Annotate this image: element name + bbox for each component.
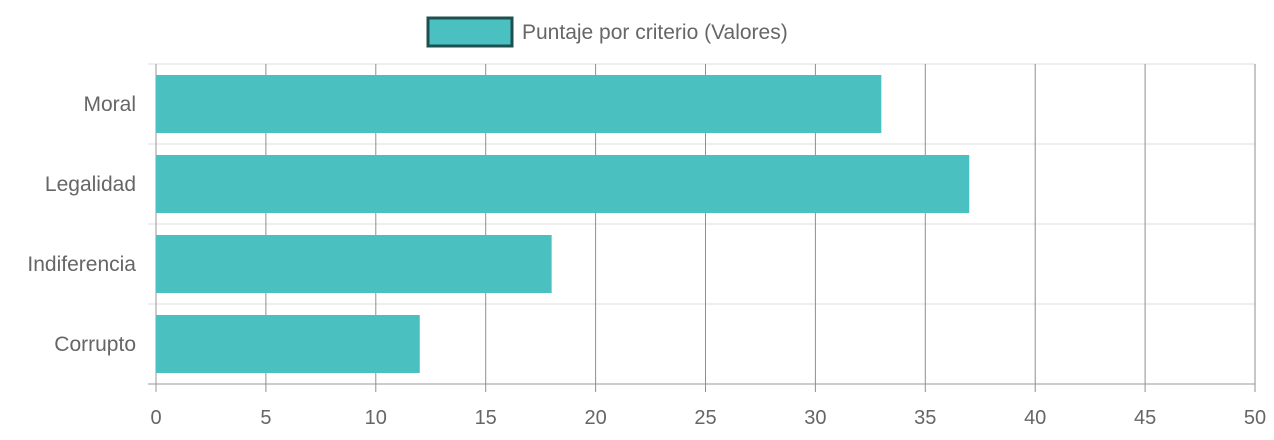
category-label: Indiferencia: [27, 253, 136, 276]
x-tick-label: 10: [365, 407, 387, 429]
x-tick-label: 0: [150, 407, 161, 429]
x-tick-labels: 0 5 10 15 20 25 30 35 40 45 50: [150, 407, 1266, 429]
legend-swatch[interactable]: [426, 16, 514, 48]
legend-label[interactable]: Puntaje por criterio (Valores): [522, 21, 788, 44]
legend[interactable]: Puntaje por criterio (Valores): [426, 16, 788, 48]
x-tick-label: 40: [1024, 407, 1046, 429]
category-label: Corrupto: [54, 333, 136, 356]
bar-indiferencia[interactable]: [156, 235, 552, 293]
bars: [156, 75, 970, 373]
bar-moral[interactable]: [156, 75, 882, 133]
bar-legalidad[interactable]: [156, 155, 970, 213]
bar-corrupto[interactable]: [156, 315, 420, 373]
category-label: Legalidad: [45, 173, 136, 196]
x-tick-label: 5: [260, 407, 271, 429]
x-tick-label: 45: [1134, 407, 1156, 429]
x-tick-label: 30: [804, 407, 826, 429]
x-tick-label: 20: [584, 407, 606, 429]
category-label: Moral: [83, 93, 136, 116]
x-tick-label: 50: [1244, 407, 1266, 429]
x-tick-label: 35: [914, 407, 936, 429]
x-tick-label: 25: [694, 407, 716, 429]
x-tick-label: 15: [475, 407, 497, 429]
category-labels: Moral Legalidad Indiferencia Corrupto: [27, 93, 136, 356]
